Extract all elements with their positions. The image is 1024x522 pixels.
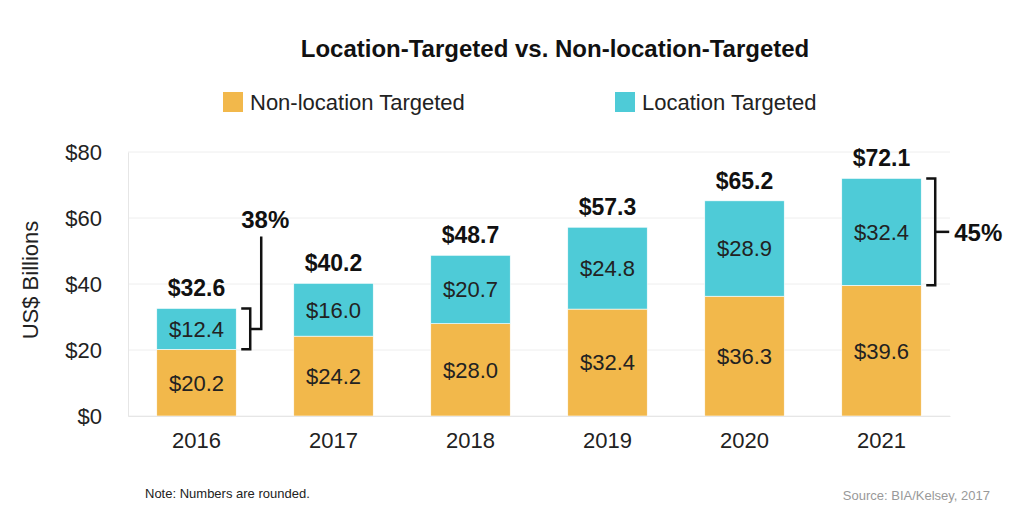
y-tick: $40 (65, 272, 128, 297)
x-tick: 2019 (583, 416, 632, 453)
y-tick-label: $0 (78, 404, 102, 429)
y-axis-title: US$ Billions (18, 221, 43, 340)
x-tick: 2017 (309, 416, 358, 453)
data-label: $39.6 (854, 339, 909, 364)
data-label: $12.4 (169, 317, 224, 342)
data-labels: $20.2 $24.2 $28.0 $32.4 $36.3 $39.6 $12.4 $16.0… (169, 220, 909, 396)
data-label: $16.0 (306, 298, 361, 323)
total-label: $40.2 (305, 250, 363, 276)
data-label: $28.9 (717, 236, 772, 261)
legend-label: Non-location Targeted (250, 90, 465, 115)
data-label: $20.2 (169, 371, 224, 396)
bar-segment (157, 308, 236, 349)
x-tick: 2018 (446, 416, 495, 453)
grid-line (128, 152, 950, 153)
y-tick-label: $60 (65, 206, 102, 231)
legend-label: Location Targeted (642, 90, 817, 115)
bracket-leader (935, 231, 949, 234)
source: Source: BIA/Kelsey, 2017 (843, 488, 990, 503)
totals: $32.6 $40.2 $48.7 $57.3 $65.2 $72.1 (168, 145, 911, 301)
total-label: $65.2 (716, 168, 774, 194)
annotation: 45% (954, 219, 1002, 246)
x-tick-label: 2021 (857, 428, 906, 453)
bracket (241, 308, 250, 349)
bracket (926, 178, 935, 285)
x-tick-label: 2020 (720, 428, 769, 453)
x-tick-label: 2016 (172, 428, 221, 453)
legend: Non-location Targeted Location Targeted (223, 90, 817, 115)
bar-segment (568, 309, 647, 416)
bar-segment (294, 336, 373, 416)
data-label: $24.8 (580, 256, 635, 281)
data-label: $32.4 (854, 220, 909, 245)
note: Note: Numbers are rounded. (145, 486, 310, 501)
bars (157, 178, 921, 416)
y-tick: $80 (65, 140, 128, 165)
bracket-leader (250, 236, 261, 328)
data-label: $36.3 (717, 344, 772, 369)
data-label: $20.7 (443, 277, 498, 302)
x-tick-label: 2017 (309, 428, 358, 453)
legend-swatch (223, 92, 243, 112)
bar-segment (157, 349, 236, 416)
x-tick: 2016 (172, 416, 221, 453)
y-tick: $20 (65, 338, 128, 363)
y-tick-label: $20 (65, 338, 102, 363)
bar-segment (431, 324, 510, 416)
grid (128, 152, 950, 416)
title: Location-Targeted vs. Non-location-Targe… (301, 35, 809, 62)
total-label: $72.1 (853, 145, 911, 171)
bar-segment (705, 296, 784, 416)
data-label: $24.2 (306, 364, 361, 389)
y-tick: $60 (65, 206, 128, 231)
y-tick-label: $80 (65, 140, 102, 165)
chart: Location-Targeted vs. Non-location-Targe… (0, 0, 1024, 522)
legend-swatch (615, 92, 635, 112)
bar-segment (705, 201, 784, 296)
x-tick-label: 2018 (446, 428, 495, 453)
bar-segment (568, 227, 647, 309)
total-label: $57.3 (579, 194, 637, 220)
x-tick-label: 2019 (583, 428, 632, 453)
grid-line (128, 284, 950, 285)
x-axis: 2016 2017 2018 2019 2020 2021 (129, 416, 951, 453)
total-label: $32.6 (168, 275, 226, 301)
y-axis: $0 $20 $40 $60 $80 (65, 140, 128, 429)
data-label: $28.0 (443, 358, 498, 383)
grid-line (128, 416, 950, 417)
bar-segment (842, 178, 921, 285)
y-tick: $0 (78, 404, 128, 429)
x-tick: 2020 (720, 416, 769, 453)
bar-segment (431, 255, 510, 323)
data-label: $32.4 (580, 350, 635, 375)
bar-segment (842, 285, 921, 416)
x-axis-line (129, 416, 951, 417)
x-tick: 2021 (857, 416, 906, 453)
y-axis-line (128, 153, 129, 417)
annotation: 38% (241, 206, 289, 233)
y-tick-label: $40 (65, 272, 102, 297)
total-label: $48.7 (442, 222, 500, 248)
annotations: 38% 45% (241, 178, 1002, 349)
bar-segment (294, 283, 373, 336)
